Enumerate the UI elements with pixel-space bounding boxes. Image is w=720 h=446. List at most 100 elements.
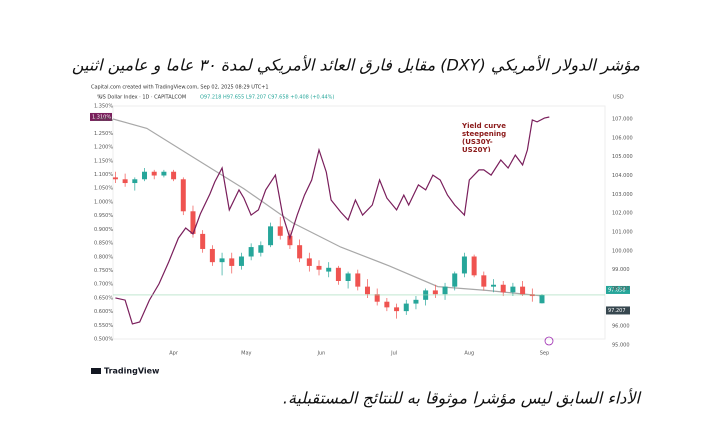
x-tick-label: Apr [169, 351, 179, 357]
plot-frame [112, 105, 606, 340]
y-tick-label: 0.500% [94, 337, 113, 343]
disclaimer: الأداء السابق ليس مؤشرا موثوقا به للنتائ… [283, 388, 642, 408]
candle-body [471, 256, 477, 276]
plot: 97.658 97.207 1.310% [90, 112, 630, 325]
candle-body [171, 171, 177, 180]
candle-body [258, 245, 264, 253]
candle-body [374, 294, 380, 302]
candle-body [200, 233, 206, 249]
candle-body [355, 273, 361, 287]
y2-tick-label: 101.000 [612, 230, 633, 236]
tv-logo [91, 368, 101, 374]
x-tick-label: Sep [540, 351, 549, 357]
y-tick-label: 1.000% [94, 199, 113, 205]
candle-body [384, 301, 390, 308]
y-tick-label: 0.850% [94, 241, 113, 247]
candle-body [219, 258, 225, 263]
x-tick-label: Jul [390, 351, 397, 357]
candle-body [403, 303, 409, 312]
ohlc: O97.218 H97.655 L97.207 C97.658 +0.408 (… [200, 95, 334, 101]
candle-body [190, 211, 196, 234]
candle-body [161, 171, 167, 176]
candle-body [277, 226, 283, 236]
candle-body [345, 273, 351, 281]
y-tick-label: 0.650% [94, 295, 113, 301]
candle-body [142, 171, 148, 180]
candle-body [306, 258, 312, 266]
candle-body [461, 256, 467, 274]
y2-tick-label: 100.000 [612, 248, 633, 254]
candle-body [452, 273, 458, 287]
candle-body [248, 247, 254, 257]
candle-body [394, 307, 400, 312]
y-tick-label: 0.750% [94, 268, 113, 274]
y2-tick-label: 106.000 [612, 135, 633, 141]
y-tick-label: 0.600% [94, 309, 113, 315]
price-tag-box [606, 285, 630, 294]
y2-tick-label: 96.000 [612, 324, 630, 330]
y2-tick-label: 98.000 [612, 286, 630, 292]
candle-body [539, 294, 545, 304]
x-tick-label: May [241, 351, 251, 357]
candle-body [151, 171, 157, 176]
x-tick-label: Jun [317, 351, 326, 357]
candle-body [132, 179, 138, 184]
candle-body [112, 177, 118, 180]
y2-tick-label: 95.000 [612, 343, 630, 349]
x-tick-label: Aug [464, 351, 474, 357]
y-tick-label: 1.250% [94, 131, 113, 137]
y-tick-label: 0.950% [94, 213, 113, 219]
candle-body [122, 179, 128, 184]
page-title: مؤشر الدولار الأمريكي (DXY) مقابل فارق ا… [72, 55, 641, 75]
y2-tick-label: 99.000 [612, 267, 630, 273]
price-tag: 97.658 [608, 287, 626, 293]
y-tick-label: 1.100% [94, 172, 113, 178]
subtitle: US Dollar Index · 1D · CAPITALCOM [99, 95, 186, 101]
candle-body [432, 290, 438, 295]
candle-body [413, 299, 419, 304]
candle-body [491, 284, 497, 287]
candle-body [364, 286, 370, 295]
candle-body [238, 256, 244, 266]
candle-body [442, 286, 448, 295]
spread-tag: 1.310% [92, 114, 111, 120]
annotation: Yield curve steepening (US30Y-US20Y) [462, 122, 507, 152]
candle-body [209, 248, 215, 263]
spread-line [115, 116, 550, 325]
y-tick-label: 0.800% [94, 254, 113, 260]
y-unit: % [97, 95, 102, 101]
candle-body [520, 286, 526, 295]
event-icon [544, 336, 554, 346]
y2-tick-label: 105.000 [612, 154, 633, 160]
moving-average [112, 118, 545, 297]
candle-body [297, 245, 303, 259]
y-tick-label: 0.900% [94, 227, 113, 233]
y2-tick-label: 103.000 [612, 192, 633, 198]
candle-body [268, 226, 274, 246]
candle-body [481, 275, 487, 287]
annotation-box: Yield curve steepening (US30Y-US20Y) [462, 122, 507, 152]
y-tick-label: 1.200% [94, 145, 113, 151]
y-tick-label: 1.150% [94, 158, 113, 164]
candle-body [180, 179, 186, 212]
y-tick-label: 1.300% [94, 117, 113, 123]
candle-body [510, 286, 516, 293]
low-tag: 97.207 [608, 308, 626, 314]
y2-tick-label: 104.000 [612, 173, 633, 179]
candle-body [500, 284, 506, 293]
y-tick-label: 1.050% [94, 186, 113, 192]
candle-body [335, 267, 341, 281]
y2-tick-label: 107.000 [612, 116, 633, 122]
y-tick-label: 0.700% [94, 282, 113, 288]
y-tick-label: 1.350% [94, 104, 113, 110]
y2-tick-label: 102.000 [612, 211, 633, 217]
low-tag-box [606, 306, 630, 315]
y-tick-label: 0.550% [94, 323, 113, 329]
credit: Capital.com created with TradingView.com… [91, 85, 269, 91]
candle-body [229, 258, 235, 266]
candle-body [316, 265, 322, 270]
candle-body [326, 267, 332, 272]
candle-body [287, 235, 293, 246]
y2-unit: USD [613, 95, 624, 101]
